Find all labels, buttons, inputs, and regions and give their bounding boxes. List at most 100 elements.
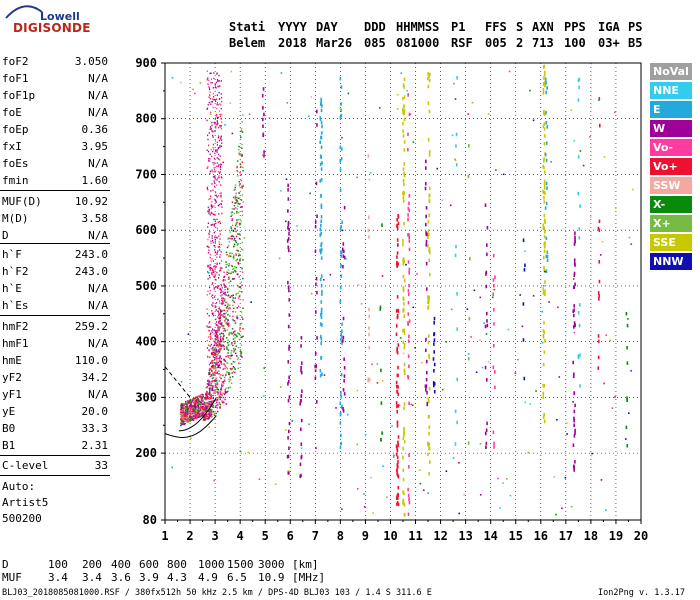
distance-value: 600 xyxy=(139,558,159,571)
x-tick-label: 6 xyxy=(287,529,294,543)
legend-item-vo: Vo+ xyxy=(650,158,692,175)
dashed-profile-line xyxy=(164,366,191,398)
y-tick-label: 500 xyxy=(135,279,157,293)
y-tick-label: 300 xyxy=(135,390,157,404)
logo-line2: DIGISONDE xyxy=(13,21,91,35)
echo-trace-group xyxy=(171,64,634,517)
param-row-yE: yE 20.0 xyxy=(2,405,108,421)
legend-item-x: X+ xyxy=(650,215,692,232)
param-value: 259.2 xyxy=(74,320,108,333)
muf-value: 6.5 xyxy=(227,571,247,584)
x-tick-label: 2 xyxy=(186,529,193,543)
param-key: foF2 xyxy=(2,55,29,68)
footer-file-info: BLJ03_2018085081000.RSF / 380fx512h 50 k… xyxy=(2,588,432,598)
param-value: N/A xyxy=(88,299,108,312)
param-value: 243.0 xyxy=(74,265,108,278)
x-tick-label: 14 xyxy=(483,529,497,543)
param-value: 0.36 xyxy=(81,123,109,136)
param-value: N/A xyxy=(88,337,108,350)
param-key: B0 xyxy=(2,422,16,435)
legend-item-w: W xyxy=(650,120,692,137)
header-value-9: 100 xyxy=(564,36,586,50)
param-key: C-level xyxy=(2,459,49,472)
legend-item-sse: SSE xyxy=(650,234,692,251)
y-tick-label: 900 xyxy=(135,56,157,70)
param-row-foE: foE N/A xyxy=(2,106,108,122)
param-key: yF1 xyxy=(2,388,22,401)
header-value-5: RSF xyxy=(451,36,473,50)
header-value-7: 2 xyxy=(516,36,524,50)
muf-value: 10.9 xyxy=(258,571,285,584)
y-tick-label: 700 xyxy=(135,167,157,181)
x-tick-label: 16 xyxy=(534,529,548,543)
distance-value: 800 xyxy=(167,558,187,571)
header-value-3: 085 xyxy=(364,36,386,50)
param-key: hmF2 xyxy=(2,320,29,333)
param-value: N/A xyxy=(88,282,108,295)
param-value: 3.95 xyxy=(81,140,109,153)
param-separator xyxy=(0,243,110,244)
param-key: B1 xyxy=(2,439,16,452)
x-tick-label: 15 xyxy=(509,529,523,543)
muf-value: [MHz] xyxy=(292,571,326,584)
param-row-hF: h`F 243.0 xyxy=(2,248,108,264)
param-value: 20.0 xyxy=(81,405,109,418)
header-value-10: 03+ xyxy=(598,36,620,50)
header-value-0: Belem xyxy=(229,36,266,50)
distance-value: 1500 xyxy=(227,558,254,571)
param-row-D: D N/A xyxy=(2,229,108,245)
muf-value: 4.3 xyxy=(167,571,187,584)
param-value: 1.60 xyxy=(81,174,109,187)
param-value: N/A xyxy=(88,106,108,119)
param-separator xyxy=(0,190,110,191)
param-row-foF1p: foF1p N/A xyxy=(2,89,108,105)
logo-line1: Lowell xyxy=(40,10,80,23)
distance-value: 100 xyxy=(48,558,68,571)
param-value: N/A xyxy=(88,89,108,102)
muf-value: 3.4 xyxy=(48,571,68,584)
footer-version: Ion2Png v. 1.3.17 xyxy=(598,588,685,598)
distance-value: 1000 xyxy=(198,558,225,571)
param-value: N/A xyxy=(88,157,108,170)
param-key: hmF1 xyxy=(2,337,29,350)
distance-label: D xyxy=(2,558,9,571)
muf-value: 4.9 xyxy=(198,571,218,584)
param-key: h`Es xyxy=(2,299,29,312)
param-key: foF1p xyxy=(2,89,36,102)
x-tick-label: 1 xyxy=(161,529,168,543)
x-tick-label: 17 xyxy=(559,529,573,543)
param-key: h`F2 xyxy=(2,265,29,278)
header-value-6: 005 xyxy=(485,36,507,50)
param-key: h`F xyxy=(2,248,22,261)
param-key: foF1 xyxy=(2,72,29,85)
header-label-6: FFS xyxy=(485,20,507,34)
x-tick-label: 13 xyxy=(458,529,472,543)
param-key: foEp xyxy=(2,123,29,136)
param-key: yF2 xyxy=(2,371,22,384)
param-value: 243.0 xyxy=(74,248,108,261)
param-key: fmin xyxy=(2,174,29,187)
param-row-foF2: foF2 3.050 xyxy=(2,55,108,71)
header-label-5: P1 xyxy=(451,20,466,34)
header-label-3: DDD xyxy=(364,20,386,34)
param-key: MUF(D) xyxy=(2,195,42,208)
profile-curve xyxy=(164,415,217,439)
distance-value: 200 xyxy=(82,558,102,571)
header-label-10: IGA xyxy=(598,20,620,34)
param-key: h`E xyxy=(2,282,22,295)
param-row-hmF2: hmF2 259.2 xyxy=(2,320,108,336)
param-key: yE xyxy=(2,405,16,418)
param-row-B0: B0 33.3 xyxy=(2,422,108,438)
param-row-yF1: yF1 N/A xyxy=(2,388,108,404)
param-value: 3.58 xyxy=(81,212,109,225)
param-row-hE: h`E N/A xyxy=(2,282,108,298)
distance-value: [km] xyxy=(292,558,319,571)
param-row-MD: M(D) 3.58 xyxy=(2,212,108,228)
distance-value: 3000 xyxy=(258,558,285,571)
muf-value: 3.9 xyxy=(139,571,159,584)
param-row-Clevel: C-level 33 xyxy=(2,459,108,475)
param-value: 33.3 xyxy=(81,422,109,435)
param-row-hEs: h`Es N/A xyxy=(2,299,108,315)
header-value-8: 713 xyxy=(532,36,554,50)
y-tick-label: 400 xyxy=(135,335,157,349)
